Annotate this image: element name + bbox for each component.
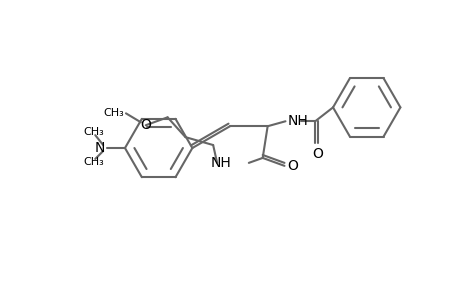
Text: CH₃: CH₃ <box>83 127 103 137</box>
Text: CH₃: CH₃ <box>83 157 103 167</box>
Text: O: O <box>287 159 298 173</box>
Text: O: O <box>312 147 323 161</box>
Text: CH₃: CH₃ <box>103 108 124 118</box>
Text: N: N <box>95 141 105 155</box>
Text: NH: NH <box>210 156 230 170</box>
Text: NH: NH <box>287 114 308 128</box>
Text: O: O <box>140 118 151 132</box>
